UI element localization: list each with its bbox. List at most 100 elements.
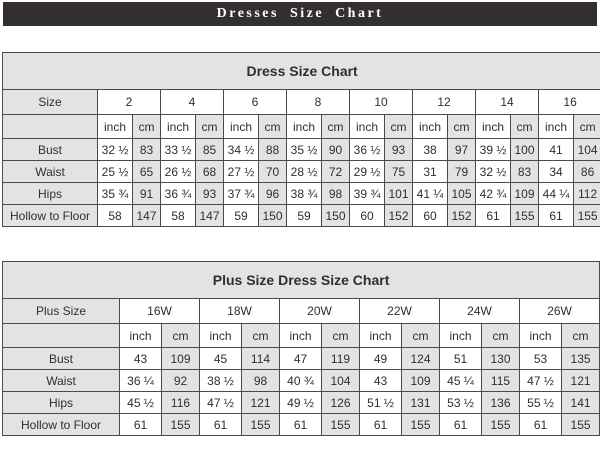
inch-value-cell: 61 (440, 414, 482, 436)
inch-value-cell: 45 ½ (120, 392, 162, 414)
cm-value-cell: 98 (242, 370, 280, 392)
inch-unit-cell: inch (539, 115, 574, 139)
cm-unit-cell: cm (511, 115, 539, 139)
cm-value-cell: 131 (402, 392, 440, 414)
inch-value-cell: 38 (413, 139, 448, 161)
inch-value-cell: 61 (120, 414, 162, 436)
cm-unit-cell: cm (402, 324, 440, 348)
inch-unit-cell: inch (440, 324, 482, 348)
cm-value-cell: 100 (511, 139, 539, 161)
inch-value-cell: 53 ½ (440, 392, 482, 414)
inch-value-cell: 36 ½ (350, 139, 385, 161)
size-header-cell: 10 (350, 90, 413, 115)
measurement-row-label: Hollow to Floor (3, 414, 120, 436)
cm-value-cell: 83 (133, 139, 161, 161)
unit-row-spacer (3, 115, 98, 139)
cm-unit-cell: cm (196, 115, 224, 139)
inch-value-cell: 39 ¾ (350, 183, 385, 205)
inch-unit-cell: inch (280, 324, 322, 348)
size-header-cell: 12 (413, 90, 476, 115)
cm-value-cell: 109 (511, 183, 539, 205)
cm-value-cell: 101 (385, 183, 413, 205)
inch-unit-cell: inch (120, 324, 162, 348)
inch-value-cell: 61 (280, 414, 322, 436)
cm-value-cell: 112 (574, 183, 600, 205)
size-header-cell: 26W (520, 299, 600, 324)
measurement-row-label: Waist (3, 161, 98, 183)
cm-value-cell: 126 (322, 392, 360, 414)
size-header-cell: 20W (280, 299, 360, 324)
inch-value-cell: 61 (476, 205, 511, 227)
measurement-row-label: Hips (3, 183, 98, 205)
cm-value-cell: 79 (448, 161, 476, 183)
inch-value-cell: 51 (440, 348, 482, 370)
inch-value-cell: 55 ½ (520, 392, 562, 414)
inch-unit-cell: inch (161, 115, 196, 139)
table-title: Dress Size Chart (3, 53, 600, 90)
inch-value-cell: 60 (413, 205, 448, 227)
inch-value-cell: 47 ½ (520, 370, 562, 392)
inch-unit-cell: inch (98, 115, 133, 139)
inch-unit-cell: inch (360, 324, 402, 348)
cm-value-cell: 70 (259, 161, 287, 183)
inch-value-cell: 51 ½ (360, 392, 402, 414)
cm-value-cell: 65 (133, 161, 161, 183)
cm-value-cell: 116 (162, 392, 200, 414)
inch-value-cell: 37 ¾ (224, 183, 259, 205)
cm-value-cell: 92 (162, 370, 200, 392)
inch-value-cell: 25 ½ (98, 161, 133, 183)
inch-value-cell: 60 (350, 205, 385, 227)
inch-value-cell: 58 (98, 205, 133, 227)
cm-value-cell: 121 (562, 370, 600, 392)
inch-value-cell: 34 ½ (224, 139, 259, 161)
measurement-row-label: Hips (3, 392, 120, 414)
inch-value-cell: 40 ¾ (280, 370, 322, 392)
cm-value-cell: 105 (448, 183, 476, 205)
cm-value-cell: 98 (322, 183, 350, 205)
cm-value-cell: 104 (322, 370, 360, 392)
cm-unit-cell: cm (162, 324, 200, 348)
cm-value-cell: 83 (511, 161, 539, 183)
page-header-bar: Dresses Size Chart (3, 2, 597, 26)
cm-value-cell: 90 (322, 139, 350, 161)
cm-value-cell: 104 (574, 139, 600, 161)
measurement-row-label: Waist (3, 370, 120, 392)
cm-unit-cell: cm (133, 115, 161, 139)
cm-value-cell: 91 (133, 183, 161, 205)
inch-value-cell: 43 (120, 348, 162, 370)
cm-unit-cell: cm (482, 324, 520, 348)
cm-value-cell: 85 (196, 139, 224, 161)
cm-unit-cell: cm (259, 115, 287, 139)
table-title: Plus Size Dress Size Chart (3, 262, 600, 299)
size-header-cell: 8 (287, 90, 350, 115)
cm-value-cell: 86 (574, 161, 600, 183)
cm-unit-cell: cm (385, 115, 413, 139)
size-header-cell: 6 (224, 90, 287, 115)
inch-unit-cell: inch (476, 115, 511, 139)
inch-unit-cell: inch (350, 115, 385, 139)
size-header-cell: 16 (539, 90, 600, 115)
inch-value-cell: 45 ¼ (440, 370, 482, 392)
inch-value-cell: 35 ¾ (98, 183, 133, 205)
size-corner-label: Plus Size (3, 299, 120, 324)
cm-value-cell: 72 (322, 161, 350, 183)
cm-unit-cell: cm (322, 115, 350, 139)
size-header-cell: 14 (476, 90, 539, 115)
size-corner-label: Size (3, 90, 98, 115)
inch-value-cell: 32 ½ (476, 161, 511, 183)
cm-value-cell: 155 (322, 414, 360, 436)
inch-value-cell: 49 (360, 348, 402, 370)
inch-unit-cell: inch (224, 115, 259, 139)
measurement-row-label: Hollow to Floor (3, 205, 98, 227)
cm-value-cell: 155 (482, 414, 520, 436)
cm-value-cell: 150 (259, 205, 287, 227)
inch-value-cell: 47 (280, 348, 322, 370)
cm-value-cell: 109 (402, 370, 440, 392)
cm-value-cell: 155 (242, 414, 280, 436)
cm-value-cell: 75 (385, 161, 413, 183)
inch-value-cell: 61 (539, 205, 574, 227)
inch-value-cell: 26 ½ (161, 161, 196, 183)
